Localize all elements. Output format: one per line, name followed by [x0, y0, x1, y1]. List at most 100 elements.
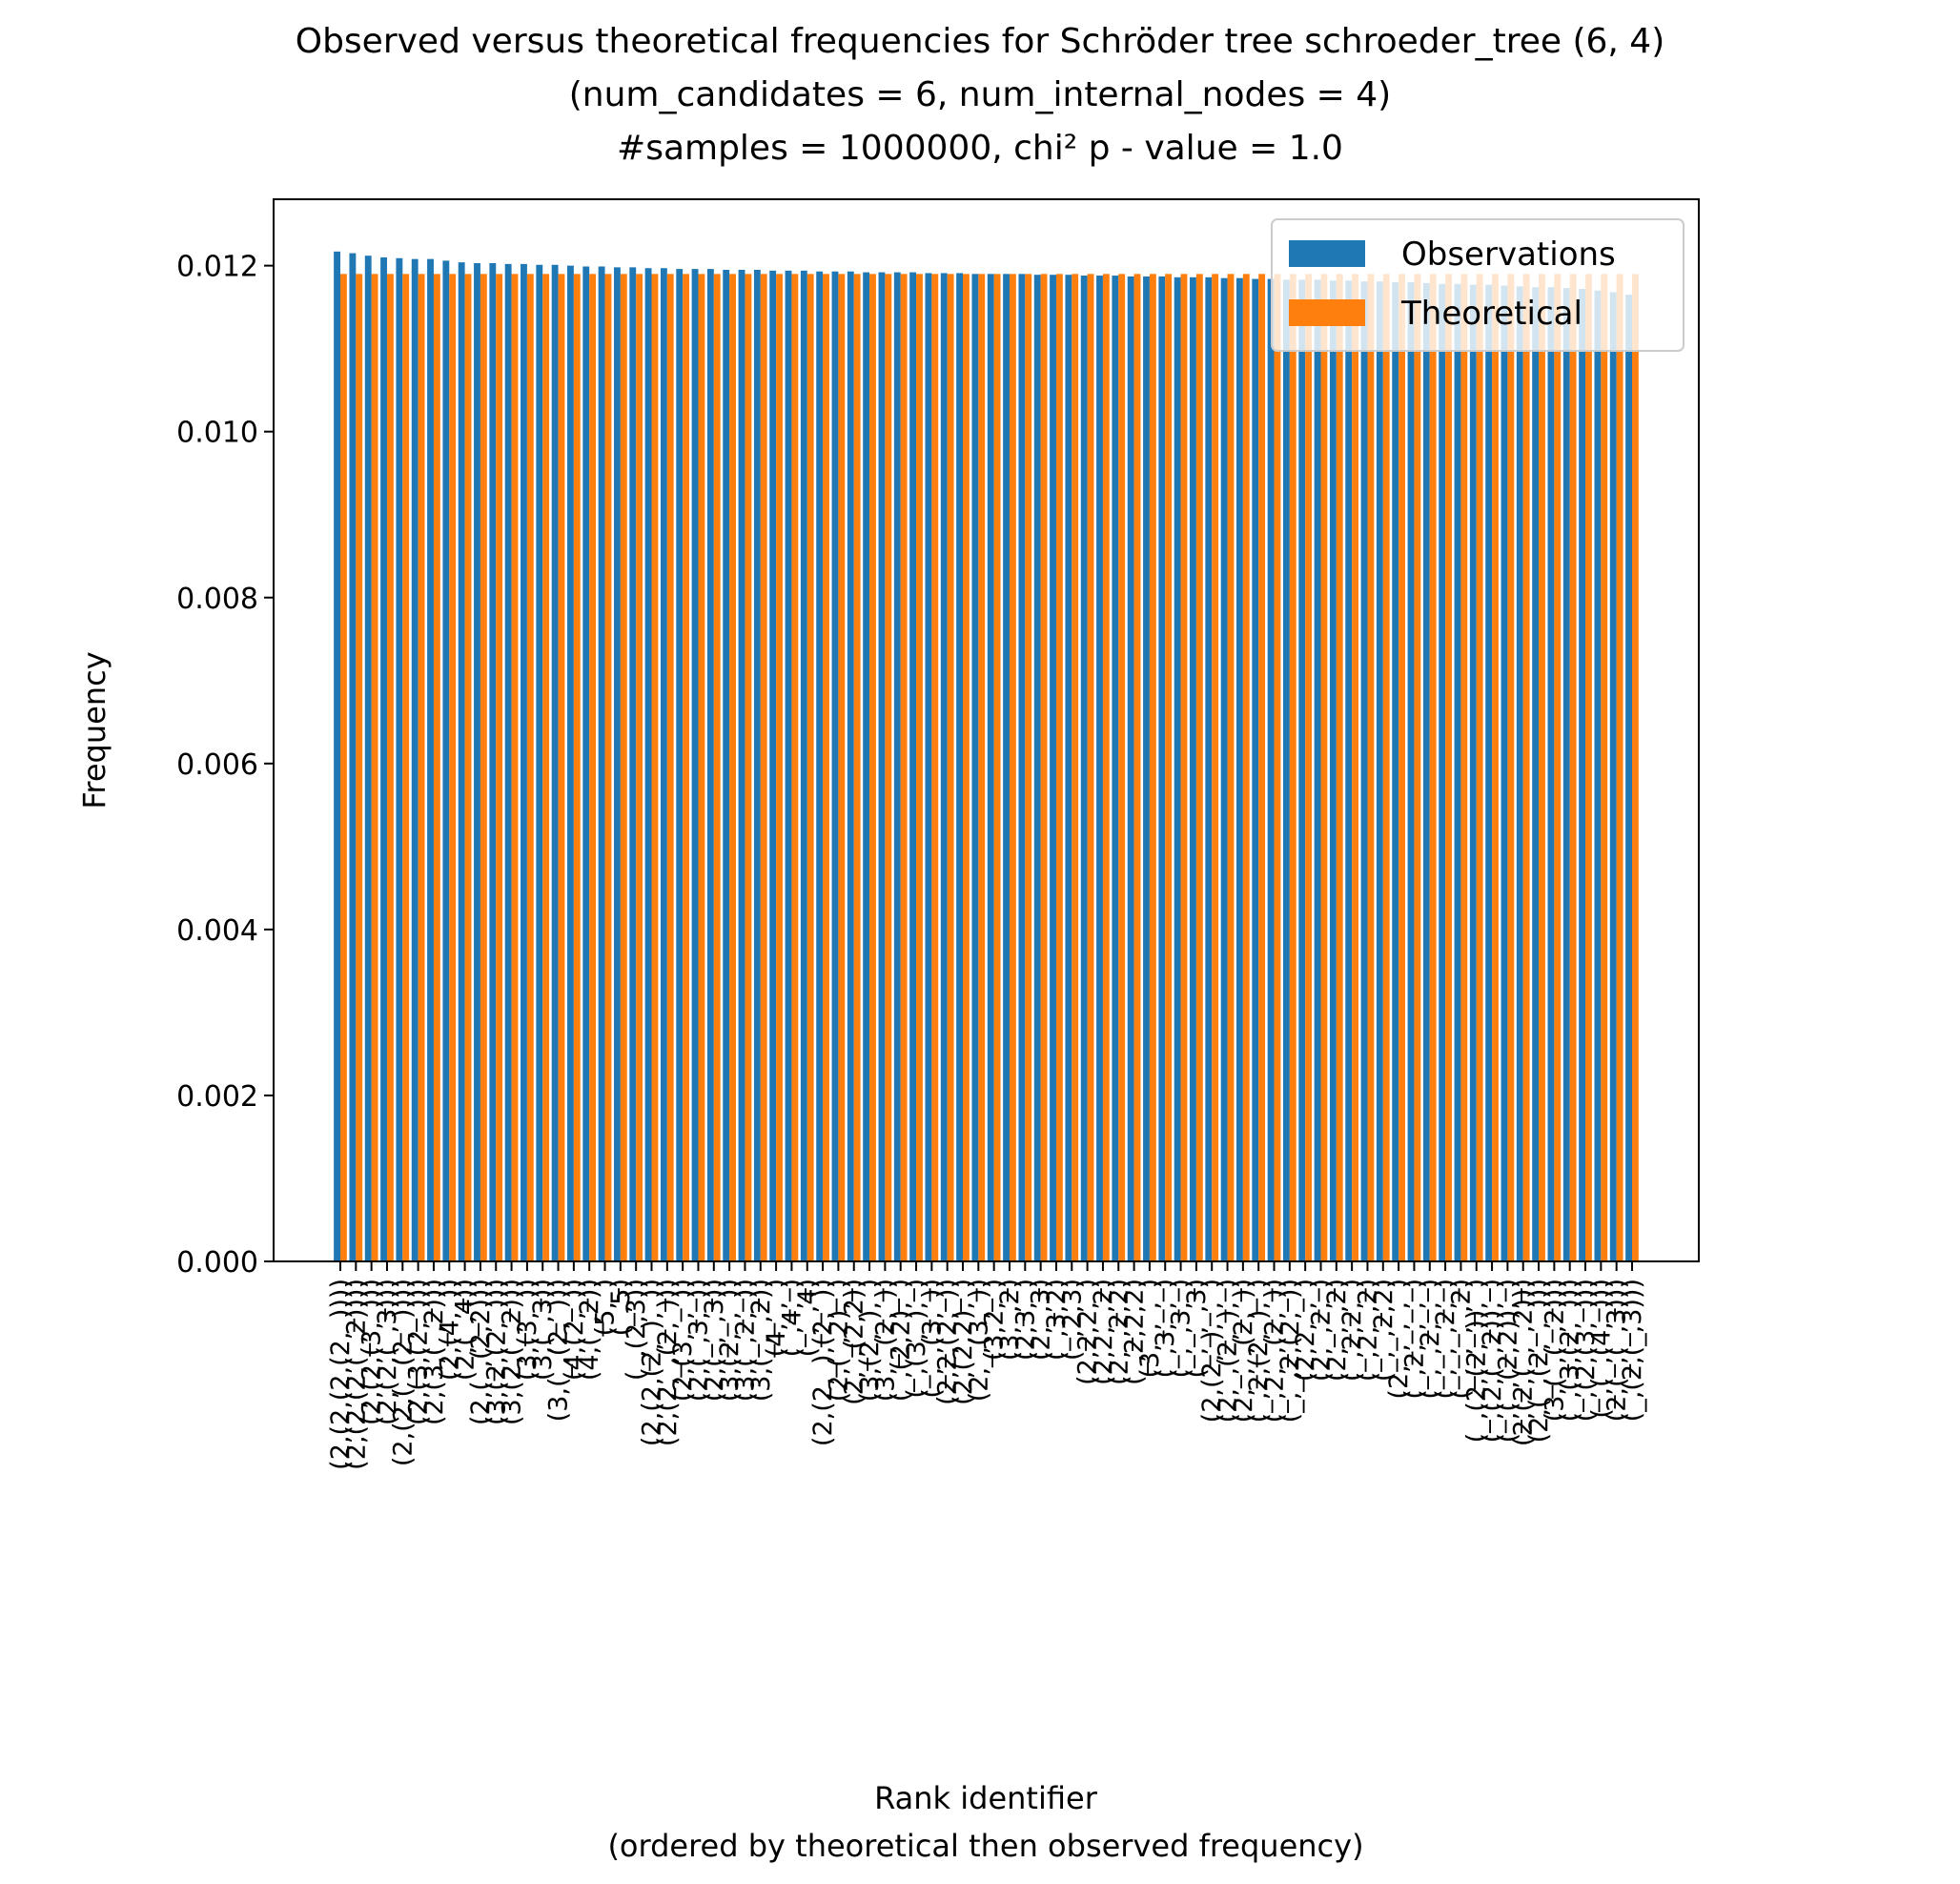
x-tick-label-41: (2,(2,2),_) [949, 1279, 978, 1405]
bar-observations-26 [723, 269, 730, 1262]
bar-observations-24 [691, 269, 699, 1261]
bar-theoretical-26 [729, 274, 736, 1262]
x-tick-label-67: (_,2,_,2) [1353, 1279, 1382, 1382]
x-tick-label-15: (3,(_,(2,_))) [544, 1279, 574, 1422]
bar-observations-35 [863, 272, 870, 1262]
bar-theoretical-21 [651, 274, 659, 1262]
title-line-2: (num_candidates = 6, num_internal_nodes … [569, 75, 1391, 114]
bar-observations-74 [1469, 284, 1477, 1261]
x-tick-label-22: (2,(2,_,(2,_))) [653, 1279, 683, 1446]
bar-observations-82 [1594, 290, 1602, 1262]
bar-observations-48 [1065, 275, 1072, 1262]
bar-observations-11 [489, 263, 497, 1261]
bar-theoretical-80 [1569, 274, 1577, 1262]
bar-theoretical-14 [542, 274, 550, 1262]
bar-observations-6 [411, 258, 419, 1261]
title-line-3: #samples = 1000000, chi² p - value = 1.0 [617, 129, 1343, 168]
bar-theoretical-22 [666, 274, 674, 1262]
bar-theoretical-9 [464, 274, 472, 1262]
chart-title: Observed versus theoretical frequencies … [296, 22, 1665, 168]
bar-observations-2 [349, 253, 357, 1261]
bar-observations-46 [1033, 275, 1041, 1262]
bar-theoretical-24 [698, 274, 705, 1262]
bar-observations-58 [1220, 277, 1228, 1262]
bar-observations-30 [785, 270, 792, 1262]
bar-theoretical-63 [1305, 274, 1313, 1262]
y-tick-label-3: 0.006 [176, 748, 258, 782]
bar-observations-19 [614, 267, 621, 1261]
y-tick-label-2: 0.004 [176, 914, 258, 948]
bar-theoretical-20 [636, 274, 643, 1262]
x-tick-label-45: (2,3,_) [1011, 1279, 1040, 1361]
x-tick-label-57: (2,(2,_),_,_) [1197, 1279, 1227, 1423]
x-tick-label-75: (_,(2,(_,2)),_) [1478, 1279, 1507, 1443]
y-tick-label-6: 0.012 [176, 251, 258, 284]
bar-observations-68 [1376, 281, 1383, 1261]
bar-observations-29 [769, 270, 777, 1262]
x-tick-label-50: (2,2,_,2) [1089, 1279, 1118, 1385]
x-tick-label-59: (2,_,_,(2,_)) [1229, 1279, 1258, 1423]
x-tick-label-20: (_,(2,3)) [622, 1279, 651, 1381]
bar-theoretical-51 [1118, 274, 1126, 1262]
bar-theoretical-23 [683, 274, 690, 1262]
x-tick-label-5: (2,(2,(_,(2,_)))) [388, 1279, 418, 1466]
bar-theoretical-74 [1476, 274, 1483, 1262]
bar-observations-39 [925, 273, 932, 1262]
bar-theoretical-50 [1102, 274, 1110, 1262]
x-tick-label-34: (2,_,(2,2)) [840, 1279, 869, 1405]
bar-observations-20 [629, 267, 637, 1261]
bar-theoretical-56 [1195, 274, 1203, 1262]
y-axis: 0.000 0.002 0.004 0.006 0.008 0.010 0.012 [176, 251, 274, 1280]
bar-observations-69 [1392, 282, 1399, 1261]
x-tick-label-63: (2,2,_,_) [1291, 1279, 1320, 1382]
x-axis-label-line-2: (ordered by theoretical then observed fr… [607, 1828, 1363, 1864]
x-tick-label-40: (2,2,(2,_)) [933, 1279, 963, 1405]
x-tick-label-56: (_,_,_,3) [1182, 1279, 1212, 1379]
bar-observations-10 [474, 263, 480, 1261]
bar-theoretical-31 [806, 274, 814, 1262]
y-tick-label-0: 0.000 [176, 1246, 258, 1280]
bar-theoretical-37 [900, 274, 908, 1262]
x-tick-label-7: (2,(3,(_,2))) [419, 1279, 449, 1425]
bar-theoretical-54 [1165, 274, 1173, 1262]
bar-observations-64 [1314, 279, 1321, 1261]
bar-observations-44 [1003, 274, 1010, 1262]
x-tick-label-78: (2,(_,(2,_,_))) [1524, 1279, 1554, 1443]
x-tick-label-47: (_,3,2) [1042, 1279, 1072, 1361]
bar-theoretical-3 [371, 274, 378, 1262]
bar-theoretical-70 [1414, 274, 1421, 1262]
bar-observations-25 [706, 269, 714, 1261]
bar-observations-62 [1282, 279, 1290, 1261]
x-tick-label-9: (2,(_,4)) [451, 1279, 480, 1381]
bar-theoretical-32 [823, 274, 829, 1262]
x-tick-label-28: (3,(_,_,2)) [746, 1279, 776, 1402]
bar-theoretical-72 [1445, 274, 1452, 1262]
x-tick-label-17: (4,(_,2)) [575, 1279, 604, 1381]
bar-observations-14 [536, 264, 543, 1261]
x-axis-label-line-1: Rank identifier [874, 1780, 1098, 1816]
x-tick-label-46: (2,_,3) [1027, 1279, 1056, 1361]
bar-theoretical-83 [1616, 274, 1623, 1262]
bar-theoretical-77 [1522, 274, 1530, 1262]
x-tick-label-66: (_,2,2,_) [1337, 1279, 1367, 1382]
x-tick-label-48: (_,2,3) [1057, 1279, 1087, 1361]
bar-theoretical-81 [1585, 274, 1592, 1262]
x-tick-label-79: (3,(_,(_,2))) [1540, 1279, 1569, 1422]
bar-observations-77 [1516, 286, 1523, 1261]
bar-observations-65 [1329, 280, 1337, 1261]
bar-observations-45 [1018, 274, 1026, 1262]
bar-theoretical-46 [1040, 274, 1048, 1262]
bar-theoretical-6 [418, 274, 425, 1262]
bar-observations-79 [1547, 287, 1555, 1261]
bar-theoretical-11 [496, 274, 503, 1262]
bar-theoretical-28 [760, 274, 767, 1262]
bar-theoretical-62 [1289, 274, 1296, 1262]
axis-labels: Frequency Rank identifier (ordered by theo… [76, 651, 1364, 1864]
x-tick-label-84: (_,(2,(_,3))) [1618, 1279, 1647, 1422]
x-tick-label-12: (3,(2,(_,2))) [498, 1279, 527, 1425]
x-tick-label-64: (2,_,2,_) [1306, 1279, 1336, 1382]
x-tick-label-81: (_,(2,(3,_))) [1571, 1279, 1601, 1422]
x-tick-label-51: (2,_,2,2) [1104, 1279, 1133, 1385]
bar-observations-84 [1625, 295, 1632, 1262]
